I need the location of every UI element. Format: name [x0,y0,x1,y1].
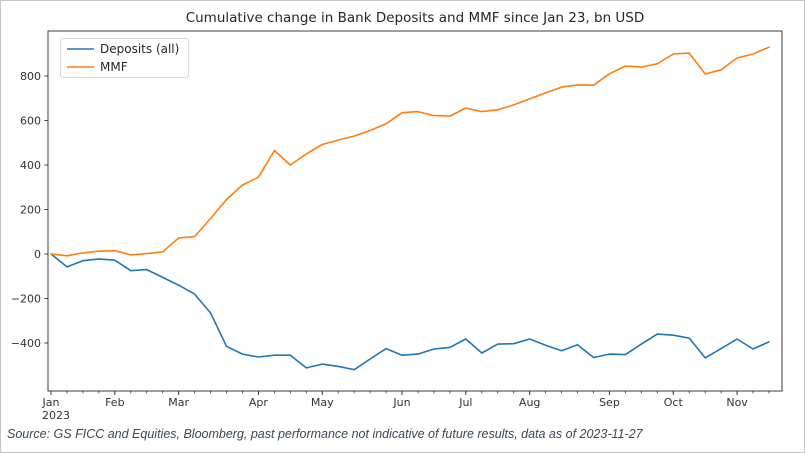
x-tick-sublabel: 2023 [42,409,70,422]
x-tick-label: Apr [249,396,269,409]
legend: Deposits (all) MMF [60,38,189,78]
legend-label-mmf: MMF [100,60,128,74]
x-tick-label: May [311,396,334,409]
y-tick-label: −400 [11,337,41,350]
y-tick-label: 800 [20,70,41,83]
chart-title: Cumulative change in Bank Deposits and M… [186,10,645,26]
y-tick-label: −200 [11,292,41,305]
deposits-line [50,253,770,371]
legend-label-deposits: Deposits (all) [100,42,179,56]
x-tick-label: Oct [664,396,684,409]
x-tick-label: Jul [458,396,472,409]
x-tick-label: Jan [42,396,60,409]
mmf-line [50,46,770,257]
x-tick-label: Nov [726,396,748,409]
x-tick-label: Feb [105,396,124,409]
source-note: Source: GS FICC and Equities, Bloomberg,… [7,427,643,441]
plot-area [47,30,783,392]
x-tick-label: Jun [392,396,410,409]
y-tick-label: 200 [20,203,41,216]
y-tick-label: 400 [20,159,41,172]
x-tick-label: Aug [519,396,540,409]
line-chart: Cumulative change in Bank Deposits and M… [11,10,783,422]
y-tick-label: 0 [34,248,41,261]
x-tick-label: Mar [168,396,189,409]
x-tick-label: Sep [599,396,620,409]
y-tick-label: 600 [20,114,41,127]
